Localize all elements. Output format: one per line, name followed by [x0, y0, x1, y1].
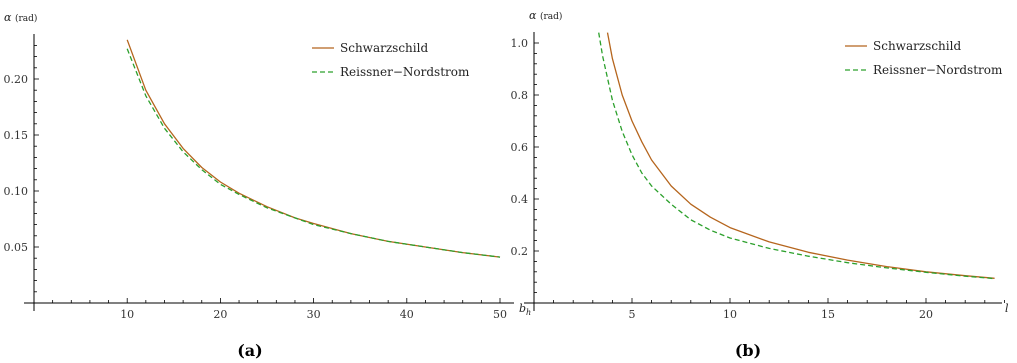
panel-label: (a)	[237, 341, 263, 360]
y-tick-label: 0.2	[511, 245, 529, 258]
x-tick-label: 5	[629, 308, 636, 321]
x-tick-label: 30	[307, 308, 321, 321]
y-tick-label: 0.05	[4, 241, 29, 254]
legend-label: Reissner−Nordstrom	[873, 63, 1003, 77]
y-axis-label: α (rad)	[4, 11, 37, 24]
x-tick-label: 50	[493, 308, 507, 321]
panel-label: (b)	[735, 341, 761, 360]
y-tick-label: 0.15	[4, 129, 29, 142]
y-tick-label: 0.20	[4, 73, 29, 86]
chart-panel-b: 5 10 15 20 0.2 0.4 0.6 0.8 1.0 α (rad) l Schwarzsch…	[511, 9, 1010, 360]
y-tick-label: 0.4	[511, 193, 529, 206]
x-tick-label: 15	[821, 308, 835, 321]
y-tick-label: 0.8	[511, 89, 529, 102]
y-tick-label: 1.0	[511, 37, 529, 50]
legend-label: Reissner−Nordstrom	[340, 65, 470, 79]
series-line-schwarzschild	[606, 32, 995, 279]
x-tick-label: 40	[400, 308, 414, 321]
y-axis-label: α (rad)	[529, 9, 562, 22]
series-line-reissner-nordstrom	[126, 48, 501, 258]
chart-panel-a: 10 20 30 40 50 0.05 0.10 0.15 0.20 α (rad) bh Schwa…	[4, 11, 532, 360]
x-axis-label: l	[1005, 302, 1009, 315]
x-tick-label: 10	[120, 308, 134, 321]
y-tick-label: 0.10	[4, 185, 29, 198]
legend-label: Schwarzschild	[873, 39, 961, 53]
series-line-reissner-nordstrom	[598, 32, 995, 280]
x-axis-label: bh	[519, 302, 531, 317]
y-tick-label: 0.6	[511, 141, 529, 154]
x-tick-label: 10	[723, 308, 737, 321]
legend-label: Schwarzschild	[340, 41, 428, 55]
x-tick-label: 20	[919, 308, 933, 321]
x-tick-label: 20	[213, 308, 227, 321]
